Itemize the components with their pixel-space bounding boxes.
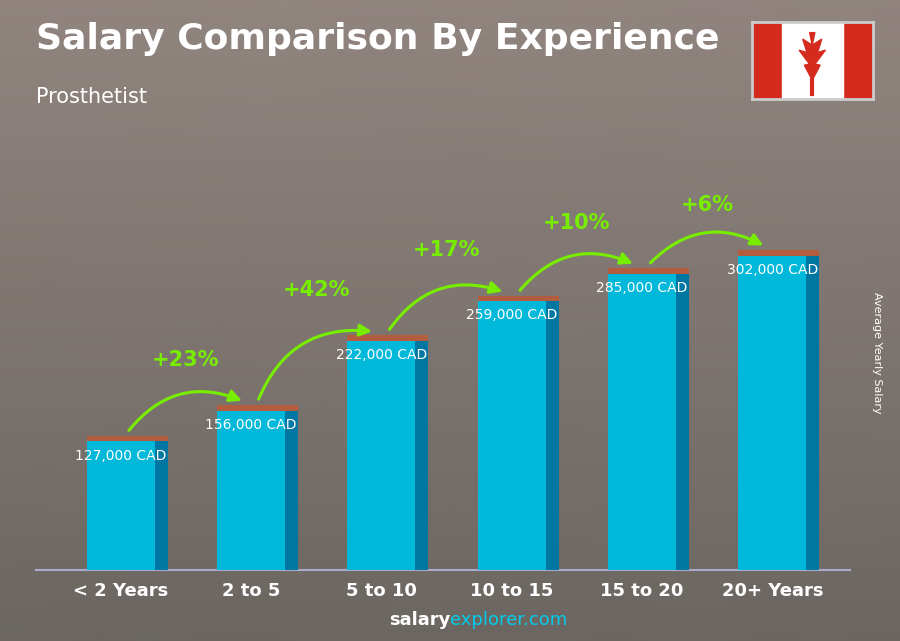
- Text: +17%: +17%: [413, 240, 481, 260]
- Text: Salary Comparison By Experience: Salary Comparison By Experience: [36, 22, 719, 56]
- Polygon shape: [799, 33, 825, 80]
- Polygon shape: [415, 335, 428, 570]
- Bar: [86, 436, 167, 442]
- Text: explorer.com: explorer.com: [450, 612, 567, 629]
- Bar: [217, 405, 298, 411]
- Bar: [347, 335, 428, 340]
- Text: 222,000 CAD: 222,000 CAD: [336, 347, 427, 362]
- Text: +23%: +23%: [152, 350, 220, 370]
- Text: salary: salary: [389, 612, 450, 629]
- Bar: [86, 436, 155, 570]
- Text: Prosthetist: Prosthetist: [36, 87, 147, 106]
- Text: 302,000 CAD: 302,000 CAD: [726, 263, 818, 277]
- Text: 259,000 CAD: 259,000 CAD: [466, 308, 557, 322]
- Bar: [347, 335, 415, 570]
- Text: +10%: +10%: [543, 213, 610, 233]
- Polygon shape: [676, 268, 688, 570]
- Bar: [738, 250, 819, 256]
- Text: 127,000 CAD: 127,000 CAD: [75, 449, 166, 463]
- Bar: [217, 405, 285, 570]
- Bar: [478, 296, 545, 570]
- Polygon shape: [806, 250, 819, 570]
- Polygon shape: [545, 296, 559, 570]
- Text: 156,000 CAD: 156,000 CAD: [205, 418, 297, 432]
- Bar: [608, 268, 688, 274]
- Bar: [608, 268, 676, 570]
- Text: Average Yearly Salary: Average Yearly Salary: [872, 292, 883, 413]
- Text: +42%: +42%: [283, 279, 350, 299]
- Bar: [738, 250, 806, 570]
- Bar: [842, 22, 873, 99]
- Text: +6%: +6%: [680, 195, 733, 215]
- Polygon shape: [155, 436, 167, 570]
- Bar: [782, 22, 842, 99]
- Text: 285,000 CAD: 285,000 CAD: [597, 281, 688, 295]
- Bar: [478, 296, 559, 301]
- Bar: [752, 22, 782, 99]
- Polygon shape: [285, 405, 298, 570]
